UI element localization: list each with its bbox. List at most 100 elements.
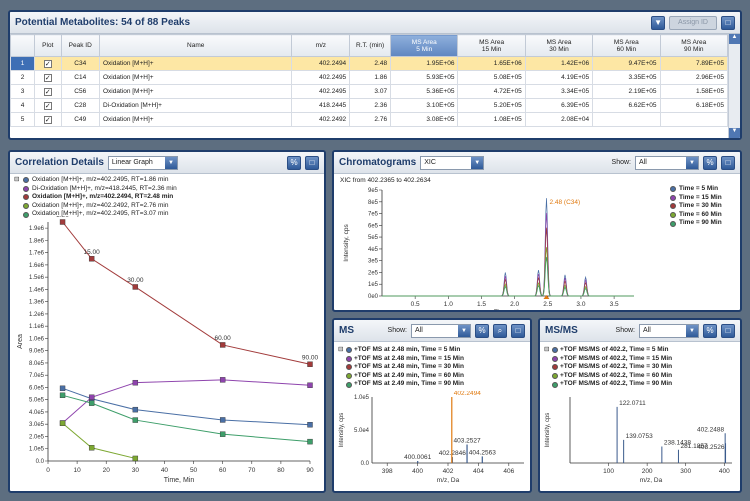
data-point bbox=[132, 284, 139, 290]
data-point bbox=[59, 385, 66, 392]
msms-legend: ⊟ +TOF MS/MS of 402.2, Time = 5 Min +TOF M… bbox=[544, 346, 672, 389]
column-header[interactable]: MS Area 90 Min bbox=[659, 34, 728, 57]
column-header[interactable]: Peak ID bbox=[60, 34, 100, 57]
legend-item[interactable]: Time = 60 Min bbox=[670, 211, 722, 220]
column-header[interactable]: Name bbox=[98, 34, 293, 57]
legend-item[interactable]: Di-Oxidation [M+H]+, m/z=418.2445, RT=2.… bbox=[14, 185, 177, 194]
table-row[interactable]: 4 ✓ C28 Di-Oxidation [M+H]+ 418.2445 2.36 3.10… bbox=[10, 98, 728, 113]
assign-id-button[interactable]: Assign ID bbox=[669, 15, 717, 30]
column-header[interactable]: MS Area 60 Min bbox=[592, 34, 661, 57]
percent-icon[interactable]: % bbox=[703, 323, 717, 338]
legend-item[interactable]: ⊟ +TOF MS at 2.48 min, Time = 5 Min bbox=[338, 346, 464, 355]
plot-checkbox[interactable]: ✓ bbox=[34, 70, 62, 85]
maximize-icon[interactable]: □ bbox=[721, 323, 735, 338]
legend-item[interactable]: Oxidation [M+H]+, m/z=402.2495, RT=3.07 … bbox=[14, 210, 177, 219]
xic-range-text: XIC from 402.2365 to 402.2634 bbox=[340, 177, 431, 184]
legend-item[interactable]: +TOF MS at 2.48 min, Time = 15 Min bbox=[338, 355, 464, 364]
zoom-icon[interactable]: ⌕ bbox=[493, 323, 507, 338]
legend-swatch bbox=[346, 381, 352, 388]
collapse-icon[interactable]: ⊟ bbox=[544, 346, 550, 353]
legend-item[interactable]: Time = 30 Min bbox=[670, 202, 722, 211]
metabolites-panel: Potential Metabolites: 54 of 88 Peaks ▼ … bbox=[8, 10, 742, 140]
x-tick-label: 0.5 bbox=[411, 301, 420, 308]
table-row[interactable]: 1 ✓ C34 Oxidation [M+H]+ 402.2494 2.48 1.95E+0… bbox=[10, 56, 728, 71]
percent-icon[interactable]: % bbox=[475, 323, 489, 338]
maximize-icon[interactable]: □ bbox=[305, 155, 319, 170]
peak-label: 281.1857 bbox=[680, 443, 707, 450]
ms-show-select[interactable]: All ▼ bbox=[411, 323, 471, 338]
graph-type-select[interactable]: Linear Graph ▼ bbox=[107, 155, 178, 170]
plot-checkbox[interactable]: ✓ bbox=[34, 112, 62, 127]
ms-header: MS Show: All ▼ % ⌕ □ bbox=[334, 320, 530, 342]
maximize-icon[interactable]: □ bbox=[721, 15, 735, 30]
legend-item[interactable]: Time = 5 Min bbox=[670, 185, 722, 194]
chevron-down-icon: ▼ bbox=[164, 156, 177, 169]
y-tick-label: 4e5 bbox=[368, 247, 379, 253]
data-point bbox=[88, 400, 95, 406]
table-cell bbox=[659, 112, 728, 127]
legend-item[interactable]: Time = 90 Min bbox=[670, 219, 722, 228]
data-point bbox=[307, 361, 313, 367]
collapse-icon[interactable]: ⊟ bbox=[14, 176, 20, 183]
legend-swatch bbox=[670, 220, 676, 227]
legend-item[interactable]: Oxidation [M+H]+, m/z=402.2492, RT=2.76 … bbox=[14, 202, 177, 211]
table-scrollbar[interactable]: ▲ ▼ bbox=[728, 34, 740, 138]
plot-checkbox[interactable]: ✓ bbox=[34, 56, 62, 71]
x-tick-label: 30 bbox=[132, 467, 140, 474]
legend-item[interactable]: ⊟ Oxidation [M+H]+, m/z=402.2495, RT=1.86… bbox=[14, 176, 177, 185]
chromatogram-chart: 0e0 1e5 2e5 3e5 4e5 5e5 6e5 7e5 8e5 9e5 0.5 1.0 1.5 2… bbox=[343, 188, 634, 310]
legend-item[interactable]: +TOF MS at 2.49 min, Time = 60 Min bbox=[338, 372, 464, 381]
legend-label: Time = 5 Min bbox=[679, 185, 719, 192]
legend-swatch bbox=[552, 355, 558, 362]
table-cell: 3 bbox=[10, 84, 36, 99]
maximize-icon[interactable]: □ bbox=[511, 323, 525, 338]
table-cell: C28 bbox=[60, 98, 100, 113]
msms-show-select[interactable]: All ▼ bbox=[639, 323, 699, 338]
column-header[interactable]: m/z bbox=[291, 34, 351, 57]
checkbox[interactable]: ✓ bbox=[43, 87, 52, 96]
xic-select[interactable]: XIC ▼ bbox=[420, 155, 485, 170]
table-row[interactable]: 2 ✓ C14 Oxidation [M+H]+ 402.2495 1.86 5.93E+0… bbox=[10, 70, 728, 85]
checkbox[interactable]: ✓ bbox=[43, 115, 52, 124]
column-header[interactable]: MS Area 30 Min bbox=[524, 34, 594, 57]
legend-swatch bbox=[23, 185, 29, 192]
column-header[interactable]: Plot bbox=[34, 34, 62, 57]
legend-item[interactable]: +TOF MS at 2.48 min, Time = 30 Min bbox=[338, 363, 464, 372]
checkbox[interactable]: ✓ bbox=[43, 101, 52, 110]
legend-item[interactable]: +TOF MS/MS of 402.2, Time = 15 Min bbox=[544, 355, 672, 364]
column-header[interactable]: MS Area 5 Min bbox=[390, 34, 459, 57]
data-point bbox=[132, 455, 139, 462]
legend-item[interactable]: Time = 15 Min bbox=[670, 194, 722, 203]
y-tick-label: 7.0e5 bbox=[29, 373, 45, 379]
legend-label: +TOF MS at 2.48 min, Time = 15 Min bbox=[354, 354, 464, 362]
legend-swatch bbox=[346, 347, 352, 354]
table-cell: 2.08E+04 bbox=[524, 112, 594, 127]
checkbox[interactable]: ✓ bbox=[43, 59, 52, 68]
plot-checkbox[interactable]: ✓ bbox=[34, 98, 62, 113]
legend-item[interactable]: Oxidation [M+H]+, m/z=402.2494, RT=2.48 … bbox=[14, 193, 177, 202]
column-header[interactable]: R.T. (min) bbox=[349, 34, 392, 57]
data-label: 30.00 bbox=[127, 277, 144, 284]
checkbox[interactable]: ✓ bbox=[43, 73, 52, 82]
collapse-icon[interactable]: ⊟ bbox=[338, 346, 344, 353]
maximize-icon[interactable]: □ bbox=[721, 155, 735, 170]
table-row[interactable]: 3 ✓ C56 Oxidation [M+H]+ 402.2495 3.07 5.36E+0… bbox=[10, 84, 728, 99]
y-tick-label: 8.0e5 bbox=[29, 361, 45, 367]
percent-icon[interactable]: % bbox=[703, 155, 717, 170]
legend-item[interactable]: ⊟ +TOF MS/MS of 402.2, Time = 5 Min bbox=[544, 346, 672, 355]
legend-item[interactable]: +TOF MS/MS of 402.2, Time = 90 Min bbox=[544, 380, 672, 389]
series-line bbox=[62, 379, 311, 424]
legend-item[interactable]: +TOF MS/MS of 402.2, Time = 30 Min bbox=[544, 363, 672, 372]
plot-checkbox[interactable]: ✓ bbox=[34, 84, 62, 99]
column-header[interactable]: MS Area 15 Min bbox=[457, 34, 526, 57]
chromatogram-trace bbox=[382, 247, 634, 297]
legend-item[interactable]: +TOF MS/MS of 402.2, Time = 60 Min bbox=[544, 372, 672, 381]
filter-icon[interactable]: ▼ bbox=[651, 15, 666, 30]
percent-icon[interactable]: % bbox=[287, 155, 301, 170]
legend-swatch bbox=[670, 194, 676, 201]
series-line bbox=[62, 394, 311, 443]
legend-item[interactable]: +TOF MS at 2.49 min, Time = 90 Min bbox=[338, 380, 464, 389]
legend-label: Time = 60 Min bbox=[679, 210, 722, 218]
table-row[interactable]: 5 ✓ C49 Oxidation [M+H]+ 402.2492 2.76 3.08E+0… bbox=[10, 112, 728, 127]
show-select[interactable]: All ▼ bbox=[635, 155, 699, 170]
